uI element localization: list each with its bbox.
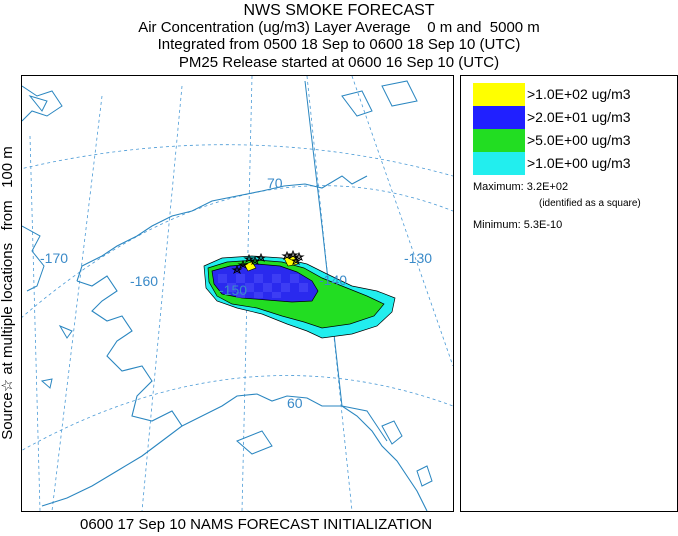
- source-label: Source☆ at multiple locations from 100 m: [0, 146, 16, 440]
- legend-label-1: >1.0E+00 ug/m3: [527, 155, 631, 171]
- latitude-lines: [22, 144, 453, 451]
- island-haida: [416, 465, 433, 487]
- lat-label-60: 60: [287, 395, 303, 411]
- plume-texture: [218, 274, 308, 298]
- meridian-170: [51, 95, 103, 511]
- forecast-initialization: 0600 17 Sep 10 NAMS FORECAST INITIALIZAT…: [80, 516, 433, 533]
- source-star-icon: [255, 252, 267, 263]
- legend-swatch-100: [473, 83, 525, 106]
- source-star-icon: [243, 253, 255, 264]
- lon-label-160: -160: [130, 273, 158, 289]
- lon-label-170: -170: [40, 250, 68, 266]
- lat-line-75: [22, 144, 453, 177]
- maximum-note: (identified as a square): [539, 198, 641, 209]
- legend-panel: >1.0E+02 ug/m3 >2.0E+01 ug/m3 >5.0E+00 u…: [460, 75, 678, 512]
- island-panhandle: [381, 420, 403, 445]
- map-canvas: -170 -160 -150 -140 -130 70 60: [22, 76, 453, 511]
- island-nunivak: [40, 378, 53, 389]
- legend-label-20: >2.0E+01 ug/m3: [527, 109, 631, 125]
- legend-swatch-5: [473, 129, 525, 152]
- coastline-west: [41, 275, 183, 507]
- lon-label-130: -130: [404, 250, 432, 266]
- island-victoria: [381, 80, 418, 107]
- island-banks: [341, 90, 373, 117]
- source-markers: [231, 249, 305, 275]
- subtitle-release: PM25 Release started at 0600 16 Sep 10 (…: [178, 54, 500, 71]
- border-line: [304, 80, 343, 407]
- legend-swatch-1: [473, 152, 525, 175]
- coastline-south: [181, 393, 428, 511]
- source-star-icon: [281, 250, 293, 261]
- legend-label-100: >1.0E+02 ug/m3: [527, 86, 631, 102]
- lon-label-140: -140: [319, 272, 347, 288]
- island-kodiak: [236, 430, 273, 455]
- lat-label-70: 70: [267, 175, 283, 191]
- island-st-lawrence: [58, 324, 73, 339]
- lat-line-70: [22, 185, 453, 318]
- map-title: NWS SMOKE FORECAST: [243, 2, 435, 19]
- border-line-panhandle: [341, 405, 388, 442]
- lon-label-150: -150: [219, 282, 247, 298]
- island-wrangel: [28, 95, 48, 112]
- source-star-icon: [231, 264, 243, 275]
- maximum-value: Maximum: 3.2E+02: [473, 181, 569, 193]
- minimum-value: Minimum: 5.3E-10: [473, 219, 563, 231]
- map-panel[interactable]: -170 -160 -150 -140 -130 70 60: [21, 75, 454, 512]
- coastline-arctic: [76, 175, 368, 282]
- source-star-icon: [290, 255, 302, 266]
- meridian-160: [141, 85, 183, 511]
- meridian-180: [29, 135, 41, 511]
- source-star-icon: [293, 251, 305, 262]
- lat-line-60: [22, 375, 453, 451]
- source-star-icon: [287, 249, 299, 260]
- coastline-chukotka: [22, 225, 45, 292]
- legend-swatch-20: [473, 106, 525, 129]
- legend-label-5: >5.0E+00 ug/m3: [527, 132, 631, 148]
- coastline-siberia: [22, 85, 63, 122]
- source-star-icon: [237, 259, 249, 270]
- subtitle-concentration: Air Concentration (ug/m3) Layer Average …: [138, 19, 540, 36]
- subtitle-integration: Integrated from 0500 18 Sep to 0600 18 S…: [157, 36, 521, 53]
